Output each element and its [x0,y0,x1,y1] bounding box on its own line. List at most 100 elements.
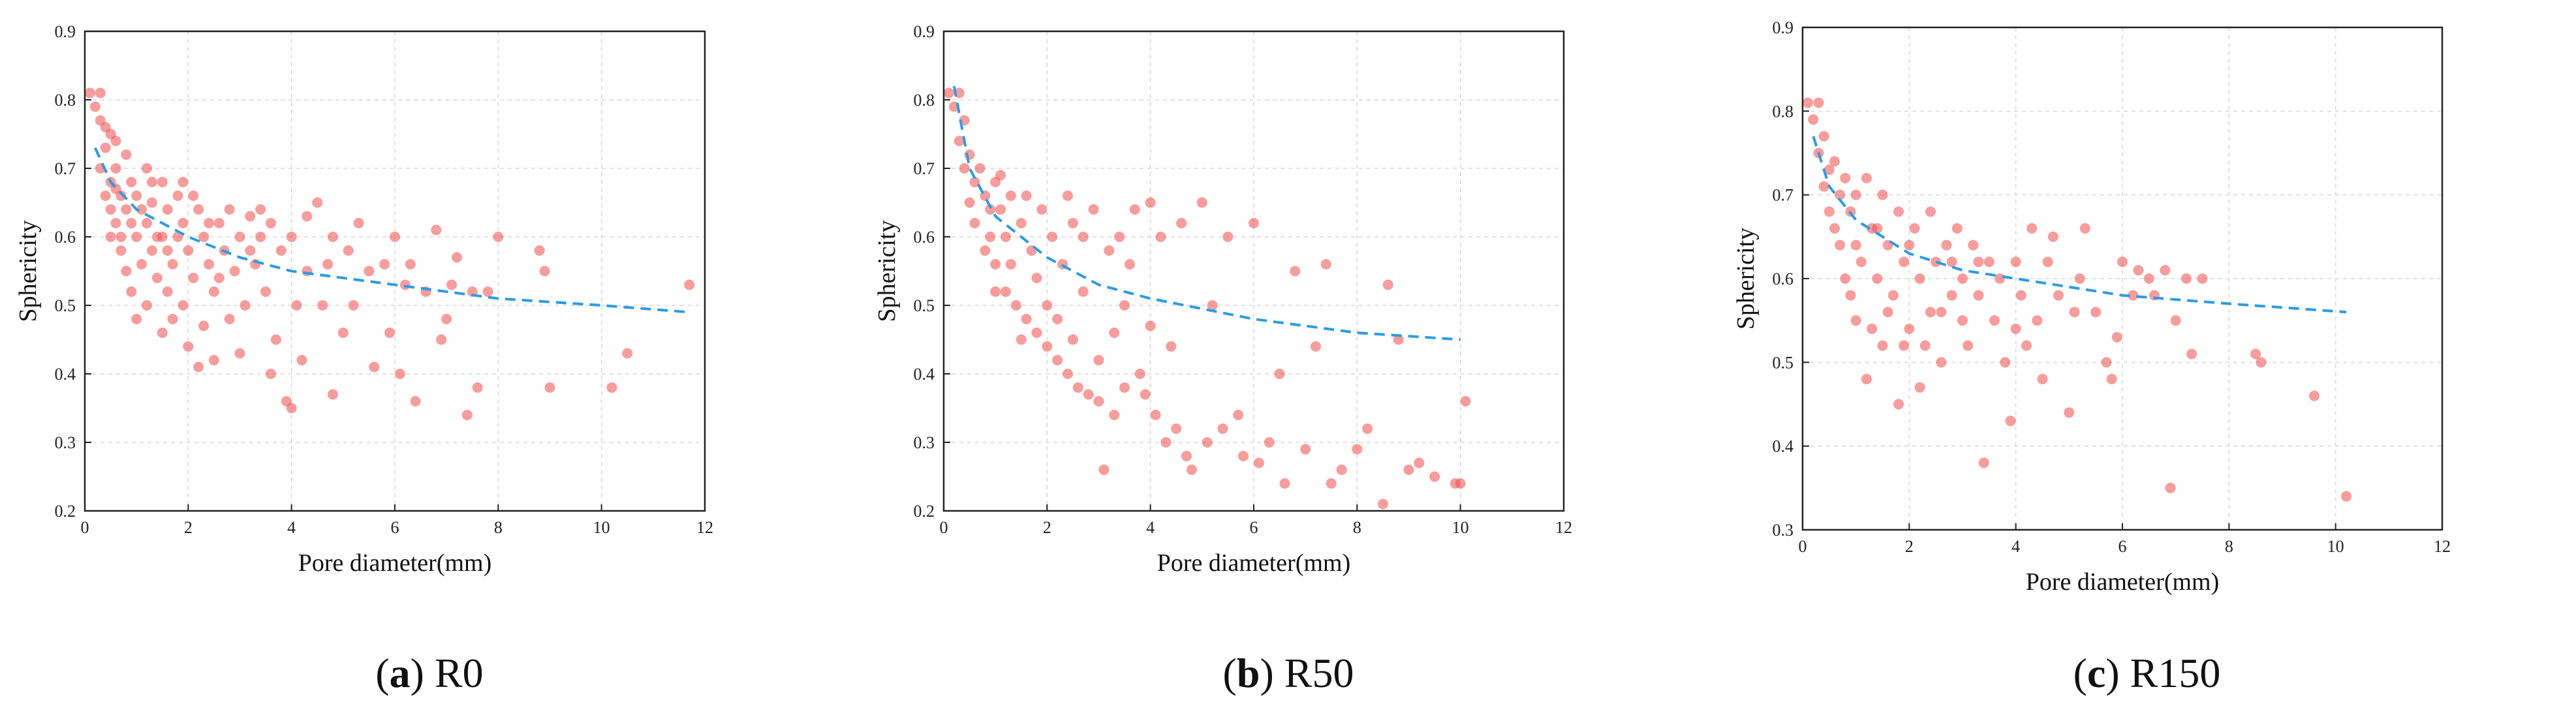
data-point [2079,223,2090,234]
data-point [1052,314,1063,324]
data-point [1036,204,1047,215]
data-point [364,266,375,277]
y-tick-label: 0.2 [55,502,76,521]
data-point [1176,218,1187,228]
data-point [384,328,396,338]
data-point [1909,223,1920,234]
x-tick-label: 12 [1555,518,1572,537]
data-point [1899,256,1910,268]
data-point [183,341,194,352]
data-point [2143,273,2154,284]
data-point [2042,256,2053,268]
data-point [990,286,1001,297]
data-point [286,232,297,242]
data-point [146,245,157,256]
y-tick-label: 0.8 [1773,102,1794,121]
data-point [260,286,272,297]
data-point [1217,423,1228,434]
data-point [296,355,307,365]
data-point [157,328,168,338]
data-point [1088,204,1099,215]
data-point [312,197,323,208]
data-point [2074,273,2085,284]
y-tick-label: 0.6 [914,228,935,247]
data-point [1808,114,1819,125]
data-point [1829,156,1840,167]
data-point [2186,348,2197,360]
data-point [1145,320,1156,331]
data-point [1078,232,1089,242]
data-point [183,245,194,256]
x-tick-label: 10 [593,518,610,537]
data-point [1031,328,1042,338]
data-point [1067,334,1078,345]
data-point [270,334,281,345]
data-point [2117,256,2128,268]
data-point [1867,324,1878,334]
data-point [1818,181,1829,192]
data-point [2053,290,2064,301]
data-point [204,259,214,269]
data-point [343,245,354,256]
data-point [2111,331,2122,343]
data-point [969,177,980,187]
data-point [1196,197,1207,208]
data-point [1941,239,1952,251]
fit-curve-layer [93,147,690,314]
data-point [2037,374,2048,384]
x-tick-label: 8 [2225,537,2233,556]
data-point [136,204,147,215]
x-tick-label: 12 [2434,537,2451,556]
data-point [1042,300,1053,311]
data-point [1414,457,1425,468]
data-point [1951,223,1963,234]
y-tick-label: 0.4 [914,365,935,384]
data-point [172,191,183,201]
data-point [245,245,256,256]
data-point [188,273,199,283]
data-point [142,163,152,174]
data-point [162,245,173,256]
data-point [255,204,266,215]
axes: 0 2 4 6 8 10 12 0.3 0.4 0.5 0.6 0.7 0.8 0.9 [1773,18,2451,556]
data-point [337,328,349,338]
data-point [1187,465,1197,475]
data-point [1311,341,1321,352]
data-point [2106,374,2117,384]
chart-panel-a: 0 2 4 6 8 10 12 0.2 0.3 0.4 0.5 0.6 0.7 0.8 0.9 Pore d… [0,0,859,719]
data-point [121,149,132,160]
data-point [1989,315,2000,326]
data-point [1104,245,1115,256]
data-point [2000,357,2011,368]
data-point [162,204,173,215]
x-tick-label: 6 [2118,537,2127,556]
data-point [1818,130,1829,142]
data-point [302,211,313,222]
caption-letter: c [2087,650,2106,696]
data-point [1936,357,1947,368]
data-point [1021,314,1032,324]
x-tick-label: 8 [1353,518,1361,537]
data-point [110,136,121,146]
data-point [995,170,1006,181]
data-point [1093,355,1104,365]
data-point [1877,189,1888,200]
data-point [100,191,111,201]
data-point [1455,478,1466,489]
data-point [1872,273,1883,284]
data-point [167,314,178,324]
data-point [131,314,142,324]
data-point [178,300,189,311]
data-point [1207,300,1218,311]
data-point [105,204,116,215]
data-point [1290,266,1301,277]
data-point [110,218,121,228]
axes: 0 2 4 6 8 10 12 0.2 0.3 0.4 0.5 0.6 0.7 0.8 0.9 [55,22,714,537]
grid [943,31,1564,512]
data-point [1803,97,1814,108]
data-point [213,218,225,228]
data-point [198,232,209,242]
axes: 0 2 4 6 8 10 12 0.2 0.3 0.4 0.5 0.6 0.7 0.8 0.9 [914,22,1573,537]
data-point [1925,206,1936,217]
data-point [472,382,483,393]
